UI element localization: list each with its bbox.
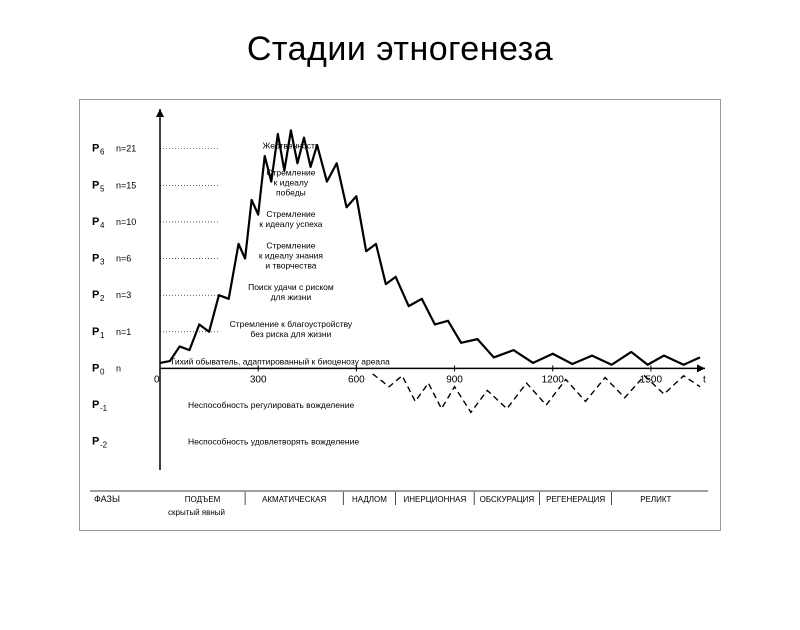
svg-text:600: 600 <box>348 374 365 385</box>
svg-text:n=1: n=1 <box>116 327 131 337</box>
svg-text:скрытый явный: скрытый явный <box>168 508 225 517</box>
svg-text:для жизни: для жизни <box>271 292 312 302</box>
svg-text:АКМАТИЧЕСКАЯ: АКМАТИЧЕСКАЯ <box>262 495 326 504</box>
svg-text:n=15: n=15 <box>116 180 136 190</box>
svg-text:t: t <box>703 374 706 385</box>
svg-text:-1: -1 <box>100 404 108 413</box>
svg-text:P: P <box>92 399 99 411</box>
svg-text:победы: победы <box>276 187 306 197</box>
svg-text:к идеалу успеха: к идеалу успеха <box>259 219 323 229</box>
svg-text:3: 3 <box>100 258 105 267</box>
svg-text:2: 2 <box>100 294 105 303</box>
svg-text:0: 0 <box>100 367 105 376</box>
svg-text:300: 300 <box>250 374 267 385</box>
svg-text:1200: 1200 <box>542 374 565 385</box>
svg-text:P: P <box>92 362 99 374</box>
svg-text:P: P <box>92 326 99 338</box>
svg-text:ИНЕРЦИОННАЯ: ИНЕРЦИОННАЯ <box>404 495 467 504</box>
svg-text:4: 4 <box>100 221 105 230</box>
svg-text:Тихий обыватель, адаптированны: Тихий обыватель, адаптированный к биоцен… <box>170 356 390 366</box>
svg-text:РЕГЕНЕРАЦИЯ: РЕГЕНЕРАЦИЯ <box>546 495 605 504</box>
svg-text:к идеалу: к идеалу <box>274 177 309 187</box>
svg-text:900: 900 <box>446 374 463 385</box>
chart-svg: 300600900120015000tP6n=21P5n=15P4n=10P3n… <box>80 100 720 530</box>
svg-text:ПОДЪЕМ: ПОДЪЕМ <box>185 495 221 504</box>
svg-text:P: P <box>92 179 99 191</box>
svg-text:5: 5 <box>100 184 105 193</box>
svg-text:P: P <box>92 216 99 228</box>
svg-text:n: n <box>116 363 121 373</box>
svg-text:n=10: n=10 <box>116 217 136 227</box>
svg-text:Стремление: Стремление <box>266 241 315 251</box>
svg-text:P: P <box>92 253 99 265</box>
svg-text:n=6: n=6 <box>116 254 131 264</box>
svg-text:Поиск удачи с риском: Поиск удачи с риском <box>248 282 334 292</box>
svg-text:ФАЗЫ: ФАЗЫ <box>94 494 120 504</box>
page-title: Стадии этногенеза <box>0 30 800 69</box>
svg-text:и творчества: и творчества <box>265 261 316 271</box>
svg-text:1: 1 <box>100 331 105 340</box>
svg-text:P: P <box>92 143 99 155</box>
svg-text:Стремление к благоустройству: Стремление к благоустройству <box>230 319 353 329</box>
svg-text:0: 0 <box>154 374 160 385</box>
svg-text:РЕЛИКТ: РЕЛИКТ <box>640 495 671 504</box>
svg-text:Неспособность удовлетворять во: Неспособность удовлетворять вожделение <box>188 437 359 447</box>
svg-text:НАДЛОМ: НАДЛОМ <box>352 495 387 504</box>
svg-text:без риска для жизни: без риска для жизни <box>250 329 331 339</box>
svg-text:n=3: n=3 <box>116 290 131 300</box>
svg-text:к идеалу знания: к идеалу знания <box>259 251 324 261</box>
svg-text:Неспособность регулировать вож: Неспособность регулировать вожделение <box>188 400 354 410</box>
svg-text:n=21: n=21 <box>116 144 136 154</box>
svg-text:Жертвенность: Жертвенность <box>263 141 320 151</box>
ethnogenesis-chart: 300600900120015000tP6n=21P5n=15P4n=10P3n… <box>79 99 721 531</box>
svg-text:ОБСКУРАЦИЯ: ОБСКУРАЦИЯ <box>480 495 535 504</box>
svg-text:1500: 1500 <box>640 374 663 385</box>
svg-text:Стремление: Стремление <box>266 209 315 219</box>
svg-text:P: P <box>92 289 99 301</box>
svg-text:P: P <box>92 436 99 448</box>
svg-text:6: 6 <box>100 148 105 157</box>
svg-text:-2: -2 <box>100 441 108 450</box>
